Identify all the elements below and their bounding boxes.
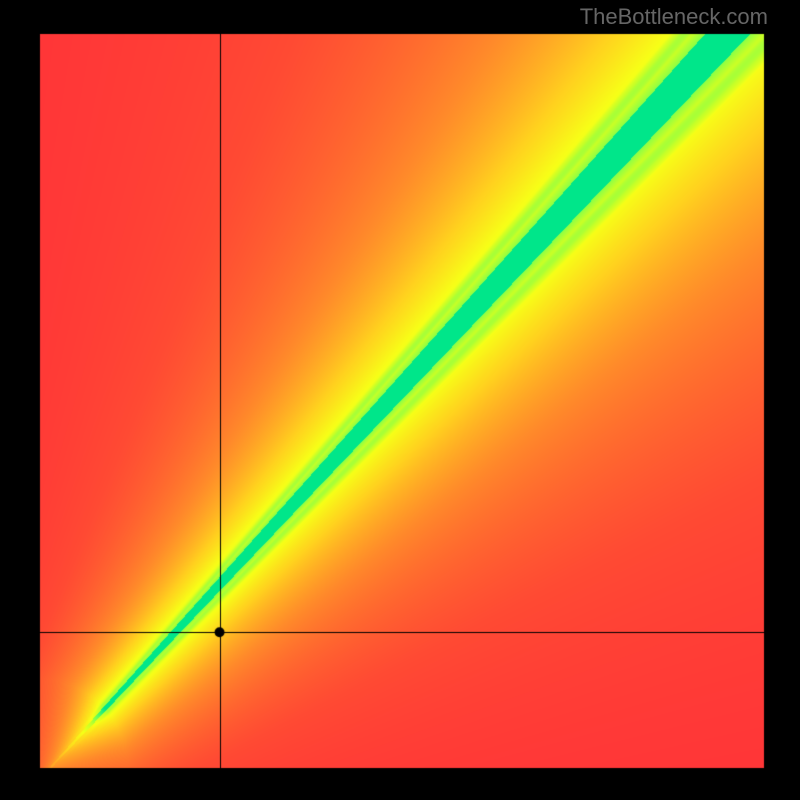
watermark-text: TheBottleneck.com <box>580 4 768 30</box>
bottleneck-heatmap <box>0 0 800 800</box>
chart-container: TheBottleneck.com <box>0 0 800 800</box>
